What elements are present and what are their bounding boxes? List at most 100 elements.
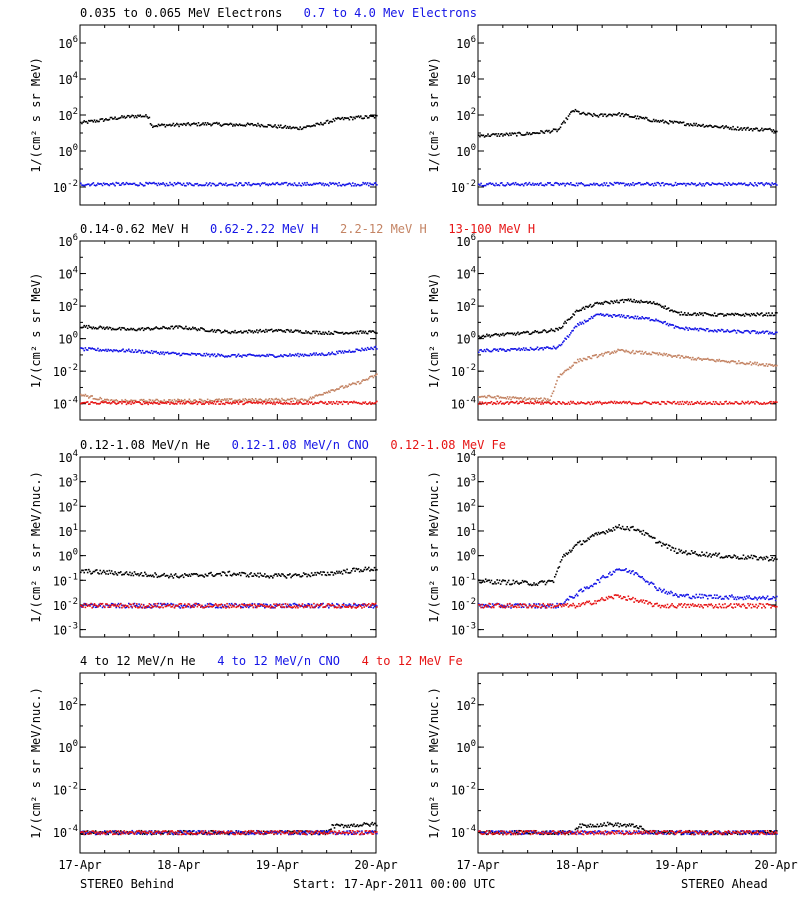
panel-r0-c0-series-1-point xyxy=(206,184,209,187)
panel-r2-c1-series-0-point xyxy=(664,544,666,546)
panel-r1-c0-series-2-point xyxy=(155,398,158,401)
panel-r0-c1-series-0-point xyxy=(503,133,505,136)
panel-r1-c0-series-1-point xyxy=(203,352,206,355)
panel-r1-c0-series-2-point xyxy=(154,399,156,402)
panel-r2-c1-series-1-point xyxy=(648,583,650,586)
panel-r0-c0-series-1-point xyxy=(86,183,89,186)
panel-r1-c0-series-0-point xyxy=(80,326,82,329)
panel-r1-c0-series-1-point xyxy=(318,353,321,355)
panel-r1-c0-series-2-point xyxy=(360,382,362,384)
panel-r1-c1-series-1-point xyxy=(553,347,556,349)
panel-r1-c0-series-2-point xyxy=(347,385,350,387)
panel-r0-c0-series-1-point xyxy=(160,182,162,185)
panel-r1-c0-series-2-point xyxy=(277,398,280,401)
panel-r1-c1-series-0-point xyxy=(634,301,637,304)
panel-r1-c1-series-0-point xyxy=(505,332,508,335)
panel-r2-c0-series-1-point xyxy=(124,606,127,609)
panel-r0-c1-series-1-point xyxy=(589,183,592,185)
panel-r1-c0-series-0-point xyxy=(226,330,228,333)
panel-r1-c0-series-3-point xyxy=(226,401,228,404)
panel-r1-c1-series-2-point xyxy=(709,359,711,361)
panel-r0-c0-series-0-point xyxy=(109,116,112,119)
panel-r0-c1-series-1-point xyxy=(601,183,603,185)
panel-r2-c0-series-2-point xyxy=(235,606,238,609)
panel-r1-c0-series-3-point xyxy=(259,401,262,404)
panel-r2-c1-series-0-point xyxy=(587,537,589,540)
panel-r2-c1-series-0-point xyxy=(713,554,716,556)
panel-r1-c0-series-0-point xyxy=(133,329,136,331)
panel-r1-c1-series-1-point xyxy=(712,330,715,333)
panel-r0-c1-series-1-point xyxy=(521,183,524,186)
panel-r1-c1-series-2-point xyxy=(651,351,654,354)
panel-r2-c1-series-2-point xyxy=(594,600,596,602)
panel-r0-c0-series-0-point xyxy=(318,123,321,126)
panel-r1-c0-series-2-point xyxy=(97,398,99,401)
panel-r1-c0-series-3-point xyxy=(206,401,209,404)
panel-r1-c1-series-3-point xyxy=(501,403,503,405)
panel-r2-c1-series-1-point xyxy=(611,573,614,576)
panel-r0-c1-series-1-point xyxy=(774,182,777,185)
panel-r2-c0-series-0-point xyxy=(240,574,242,577)
panel-r2-c1-series-2-point xyxy=(624,596,626,599)
panel-r2-c1-series-0-point xyxy=(495,582,497,585)
panel-r1-c1-series-1-point xyxy=(566,335,569,337)
panel-r2-c1-series-1-point xyxy=(715,597,717,600)
panel-r2-c0-series-2-point xyxy=(339,606,342,608)
panel-r0-c1-series-group xyxy=(478,108,778,187)
panel-r2-c1-series-1-point xyxy=(703,594,706,596)
panel-r0-c1-series-0-point xyxy=(629,116,632,118)
panel-r2-c0-series-2-point xyxy=(117,605,120,608)
panel-r1-c1-series-0-point xyxy=(580,309,583,312)
panel-r0-c1-series-1-point xyxy=(639,182,641,184)
panel-r1-c0-series-2-point xyxy=(264,399,266,402)
panel-r1-c0-series-3-point xyxy=(273,401,275,404)
panel-r1-c0-series-1-point xyxy=(284,354,287,356)
panel-r0-c0-series-0-point xyxy=(158,124,161,127)
panel-r1-c0-series-1-point xyxy=(260,354,263,357)
panel-r1-c0-series-0-point xyxy=(161,327,163,330)
panel-r2-c1-series-1-point xyxy=(499,606,502,609)
panel-r2-c0-series-1-point xyxy=(245,604,248,606)
panel-r1-c0-series-1-point xyxy=(150,349,153,352)
panel-r1-c1-series-0-point xyxy=(504,333,507,336)
panel-r2-c0-series-1-point xyxy=(248,606,250,609)
panel-r1-c1-series-1-point xyxy=(559,344,562,347)
panel-r1-c1-series-0-point xyxy=(636,301,639,304)
panel-r1-c1-series-3-point xyxy=(512,401,515,404)
panel-r2-c0-series-1-point xyxy=(147,606,150,608)
panel-r2-c0-series-0-point xyxy=(360,569,362,571)
panel-r1-c1-series-1-point xyxy=(627,315,630,317)
panel-r1-c0-series-2-point xyxy=(256,399,258,402)
panel-r2-c1-series-1-point xyxy=(614,569,617,571)
panel-r1-c1-series-2-point xyxy=(670,354,672,357)
panel-r1-c1-series-0-point xyxy=(585,305,587,308)
panel-r1-c0-series-3-point xyxy=(317,402,320,405)
panel-r2-c0-series-0-point xyxy=(275,573,278,575)
panel-r0-c0-series-0-point xyxy=(228,123,231,126)
panel-r1-c1-series-1-point xyxy=(632,316,634,319)
panel-r1-c1-series-3-point xyxy=(538,401,541,403)
panel-r1-c0-series-0-point xyxy=(238,331,241,333)
panel-r2-c1-series-1-point xyxy=(506,604,509,607)
panel-r1-c0-series-2-point xyxy=(323,392,326,394)
panel-r1-c0-series-1-point xyxy=(235,356,238,358)
panel-r2-c1-series-0-point xyxy=(616,526,618,529)
panel-r2-c0-series-2-point xyxy=(132,602,135,605)
panel-r2-c0-series-0-point xyxy=(366,568,369,570)
panel-r0-c1-series-0-point xyxy=(532,132,534,134)
panel-r0-c1-series-1-point xyxy=(611,183,614,186)
panel-r1-c0-series-0-point xyxy=(107,328,110,330)
panel-r1-c0-series-3-point xyxy=(107,402,110,404)
panel-r0-c1-series-1-point xyxy=(520,183,523,186)
panel-r1-c0-series-0-point xyxy=(209,330,211,333)
panel-r1-c1-series-3-point xyxy=(513,402,516,404)
panel-r1-c1-series-2-point xyxy=(536,400,539,402)
panel-r2-c0-series-1-point xyxy=(314,605,316,608)
panel-r2-c0-series-1-point xyxy=(230,602,233,605)
panel-r0-c1-series-1-point xyxy=(664,183,666,185)
panel-r2-c0-series-2-point xyxy=(128,606,130,609)
panel-r1-c1-series-1-point xyxy=(701,328,703,331)
panel-r1-c0-series-1-point xyxy=(300,354,303,357)
panel-r0-c1-series-1-point xyxy=(581,183,584,185)
panel-r1-c0-series-0-point xyxy=(192,326,194,329)
